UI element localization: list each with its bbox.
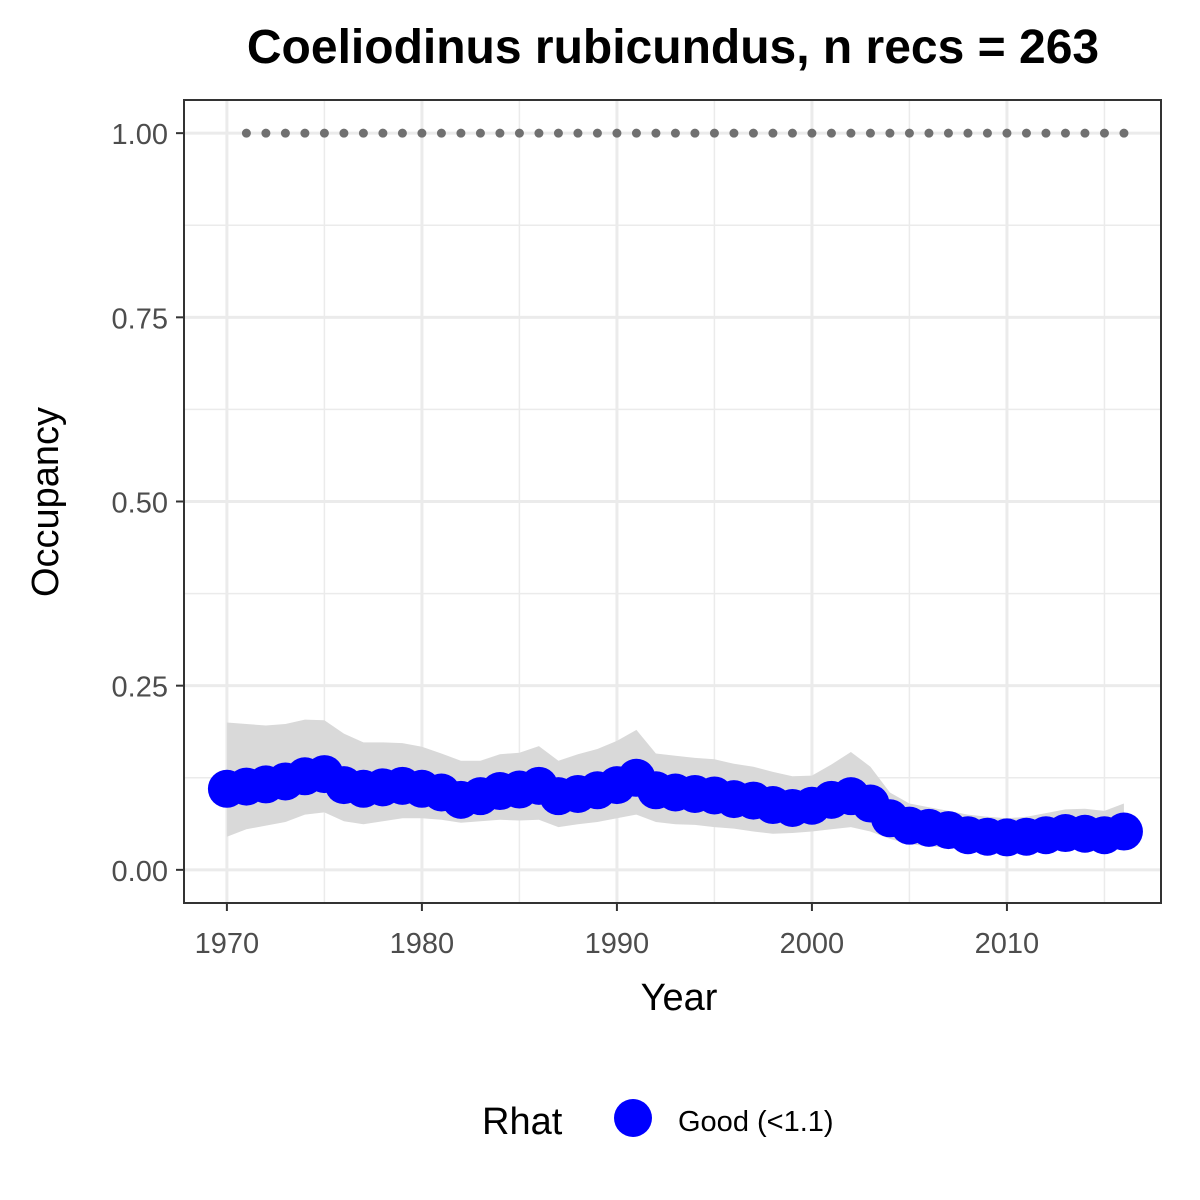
dotted-line-point [475,128,485,138]
dotted-line-point [1041,128,1051,138]
dotted-line-point [865,128,875,138]
x-tick-label: 2010 [975,928,1040,960]
dotted-line-point [1060,128,1070,138]
dotted-line-point [709,128,719,138]
dotted-line-point [300,128,310,138]
dotted-line-point [261,128,271,138]
y-tick-label: 0.50 [112,488,168,520]
y-tick-label: 0.75 [112,303,168,335]
dotted-line-point [787,128,797,138]
dotted-line-point [592,128,602,138]
occupancy-point [1104,812,1143,851]
dotted-line-point [319,128,329,138]
y-tick-label: 1.00 [112,119,168,151]
y-tick-label: 0.00 [112,856,168,888]
dotted-line-point [1099,128,1109,138]
dotted-line-point [826,128,836,138]
dotted-line-point [495,128,505,138]
occupancy-points-layer [207,755,1143,857]
dotted-line-point [436,128,446,138]
dotted-line-point [631,128,641,138]
x-tick-label: 1990 [585,928,650,960]
dotted-line-point [358,128,368,138]
legend-title: Rhat [482,1101,563,1143]
dotted-line-point [280,128,290,138]
dotted-line-point [1080,128,1090,138]
dotted-line-point [768,128,778,138]
dotted-line-point [1119,128,1129,138]
dotted-line-point [690,128,700,138]
x-axis: 1970 1980 1990 2000 2010 [195,903,1040,960]
dotted-line-point [963,128,973,138]
dotted-line-point [885,128,895,138]
dotted-line-point [943,128,953,138]
dotted-line-point [534,128,544,138]
x-tick-label: 1980 [390,928,455,960]
dotted-line-point [982,128,992,138]
chart-title: Coeliodinus rubicundus, n recs = 263 [247,21,1099,74]
y-tick-label: 0.25 [112,672,168,704]
dotted-line-point [904,128,914,138]
dotted-line-point [378,128,388,138]
dotted-line-point [514,128,524,138]
y-axis: 0.00 0.25 0.50 0.75 1.00 [112,119,184,888]
dotted-line-point [924,128,934,138]
x-tick-label: 1970 [195,928,260,960]
dotted-line-point [846,128,856,138]
dotted-line-point [670,128,680,138]
dotted-line-point [651,128,661,138]
y-axis-title: Occupancy [25,407,67,597]
dotted-line-point [573,128,583,138]
legend-swatch-good [614,1099,652,1137]
dotted-line-point [241,128,251,138]
legend: Rhat Good (<1.1) [482,1099,834,1143]
dotted-line-point [339,128,349,138]
dotted-line-point [807,128,817,138]
legend-label-good: Good (<1.1) [678,1106,834,1138]
x-axis-title: Year [641,977,718,1019]
dotted-line-point [748,128,758,138]
dotted-line-layer [241,128,1129,138]
dotted-line-point [417,128,427,138]
dotted-line-point [612,128,622,138]
dotted-line-point [729,128,739,138]
dotted-line-point [397,128,407,138]
dotted-line-point [456,128,466,138]
x-tick-label: 2000 [780,928,845,960]
dotted-line-point [1021,128,1031,138]
dotted-line-point [1002,128,1012,138]
dotted-line-point [553,128,563,138]
